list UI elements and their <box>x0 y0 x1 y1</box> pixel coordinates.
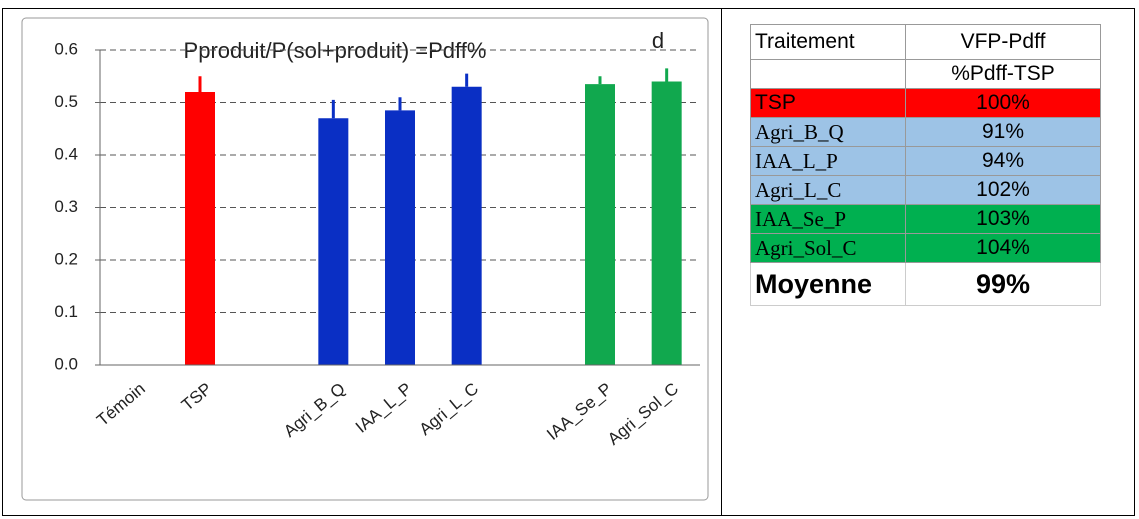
y-tick-label: 0.5 <box>54 92 78 111</box>
table-cell: TSP <box>750 88 906 118</box>
subheader-cell: %Pdff-TSP <box>905 59 1101 89</box>
bar <box>318 118 349 365</box>
y-tick-label: 0.0 <box>54 354 78 373</box>
table-row: IAA_Se_P 103% <box>750 204 1101 234</box>
x-tick-label: IAA_L_P <box>352 379 416 437</box>
table-cell: 102% <box>905 175 1101 205</box>
header-row: Traitement VFP-Pdff <box>750 24 1101 60</box>
footer-row: Moyenne 99% <box>750 262 1101 306</box>
table-cell: 91% <box>905 117 1101 147</box>
bar <box>451 86 482 365</box>
table-cell: Agri_L_C <box>750 175 906 205</box>
y-tick-label: 0.2 <box>54 249 78 268</box>
footer-cell: Moyenne <box>750 262 906 306</box>
chart: Pproduit/P(sol+produit) =Pdff% d 0.00.10… <box>21 17 709 501</box>
table-cell: IAA_L_P <box>750 146 906 176</box>
table-row: Agri_B_Q 91% <box>750 117 1101 147</box>
chart-border <box>21 17 709 501</box>
table-row: Agri_Sol_C 104% <box>750 233 1101 263</box>
table-row: TSP 100% <box>750 88 1101 118</box>
y-tick-label: 0.3 <box>54 197 78 216</box>
x-tick-label: Agri_B_Q <box>280 379 349 441</box>
y-tick-label: 0.4 <box>54 144 78 163</box>
table-cell: 94% <box>905 146 1101 176</box>
table-cell: 100% <box>905 88 1101 118</box>
table-row: Agri_L_C 102% <box>750 175 1101 205</box>
x-tick-label: TSP <box>178 379 216 415</box>
y-tick-label: 0.6 <box>54 39 78 58</box>
table-cell: Agri_Sol_C <box>750 233 906 263</box>
x-tick-label: Agri_Sol_C <box>604 379 682 449</box>
bar <box>385 110 415 365</box>
bar <box>585 84 615 365</box>
frame <box>2 8 1135 516</box>
header-cell: VFP-Pdff <box>905 24 1101 60</box>
table-cell: 103% <box>905 204 1101 234</box>
subheader-row: %Pdff-TSP <box>750 59 1101 89</box>
bar <box>185 92 215 365</box>
header-cell: Traitement <box>750 24 906 60</box>
annotation: d <box>652 28 664 53</box>
table: Traitement VFP-Pdff %Pdff-TSP TSP 100% Agri_B… <box>750 24 1101 306</box>
x-tick-label: Témoin <box>93 379 149 430</box>
x-tick-label: Agri_L_C <box>416 379 483 439</box>
table-row: IAA_L_P 94% <box>750 146 1101 176</box>
table-cell: 104% <box>905 233 1101 263</box>
bar <box>651 81 682 365</box>
table-cell: IAA_Se_P <box>750 204 906 234</box>
table-cell: Agri_B_Q <box>750 117 906 147</box>
y-tick-label: 0.1 <box>54 302 78 321</box>
empty-cell <box>750 59 906 89</box>
footer-cell: 99% <box>905 262 1101 306</box>
divider <box>721 8 722 516</box>
